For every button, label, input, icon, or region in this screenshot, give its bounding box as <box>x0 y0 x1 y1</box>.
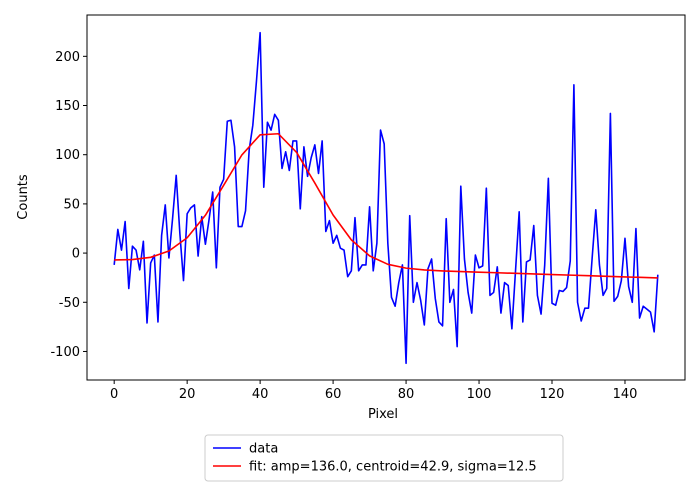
y-tick-label: 100 <box>55 148 80 163</box>
x-tick-label: 0 <box>110 387 118 402</box>
y-axis-label: Counts <box>16 174 31 220</box>
legend-label: data <box>249 442 278 457</box>
y-tick-label: 200 <box>55 50 80 65</box>
x-tick-label: 100 <box>467 387 492 402</box>
y-tick-label: 150 <box>55 99 80 114</box>
x-tick-label: 140 <box>613 387 638 402</box>
y-tick-label: 50 <box>63 197 80 212</box>
x-tick-label: 40 <box>252 387 269 402</box>
x-axis-label: Pixel <box>368 407 398 422</box>
data-line <box>113 31 659 365</box>
x-tick-label: 120 <box>540 387 565 402</box>
legend-label: fit: amp=136.0, centroid=42.9, sigma=12.… <box>249 460 537 475</box>
plot-frame <box>86 14 686 381</box>
x-tick-label: 80 <box>398 387 415 402</box>
x-tick-label: 60 <box>325 387 342 402</box>
legend-box <box>204 434 564 482</box>
y-tick-label: -50 <box>59 296 80 311</box>
y-tick-label: 0 <box>72 247 80 262</box>
y-tick-label: -100 <box>50 345 80 360</box>
data-line <box>114 132 658 279</box>
x-tick-label: 20 <box>179 387 196 402</box>
